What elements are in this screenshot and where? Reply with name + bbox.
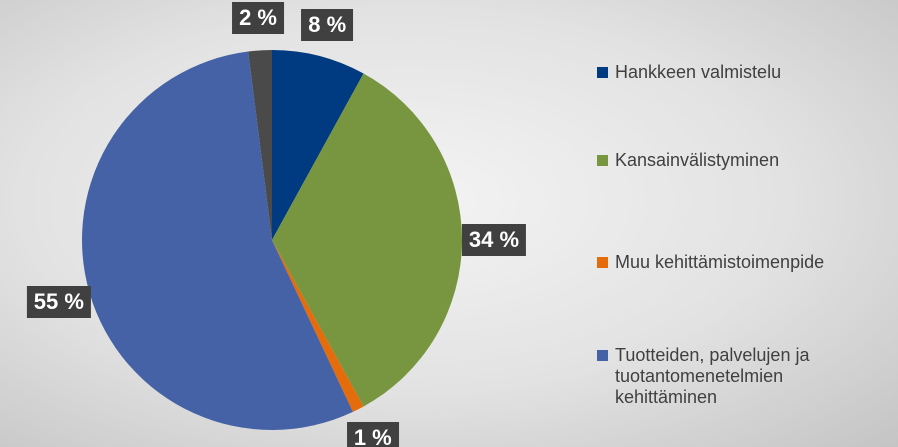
pie-slice bbox=[272, 50, 364, 240]
pie-slice bbox=[272, 240, 364, 412]
legend-swatch bbox=[597, 350, 608, 361]
legend-item: Tuotteiden, palvelujen ja tuotantomenete… bbox=[597, 345, 887, 408]
pie-slice bbox=[248, 50, 272, 240]
legend-item: Muu kehittämistoimenpide bbox=[597, 252, 897, 273]
data-label: 55 % bbox=[26, 285, 91, 318]
data-label: 2 % bbox=[232, 2, 285, 35]
pie-slice bbox=[82, 51, 353, 431]
legend-swatch bbox=[597, 155, 608, 166]
data-label: 1 % bbox=[346, 421, 399, 447]
data-label: 34 % bbox=[461, 224, 527, 256]
legend-item: Hankkeen valmistelu bbox=[597, 62, 897, 83]
data-label: 8 % bbox=[301, 8, 354, 41]
legend-swatch bbox=[597, 67, 608, 78]
legend-label: Hankkeen valmistelu bbox=[615, 62, 782, 82]
legend-label: Tuotteiden, palvelujen ja tuotantomenete… bbox=[615, 345, 810, 407]
legend-item: Kansainvälistyminen bbox=[597, 150, 897, 171]
pie-slice bbox=[272, 73, 463, 407]
legend-swatch bbox=[597, 257, 608, 268]
legend-label: Muu kehittämistoimenpide bbox=[615, 252, 825, 272]
legend-label: Kansainvälistyminen bbox=[615, 150, 780, 170]
